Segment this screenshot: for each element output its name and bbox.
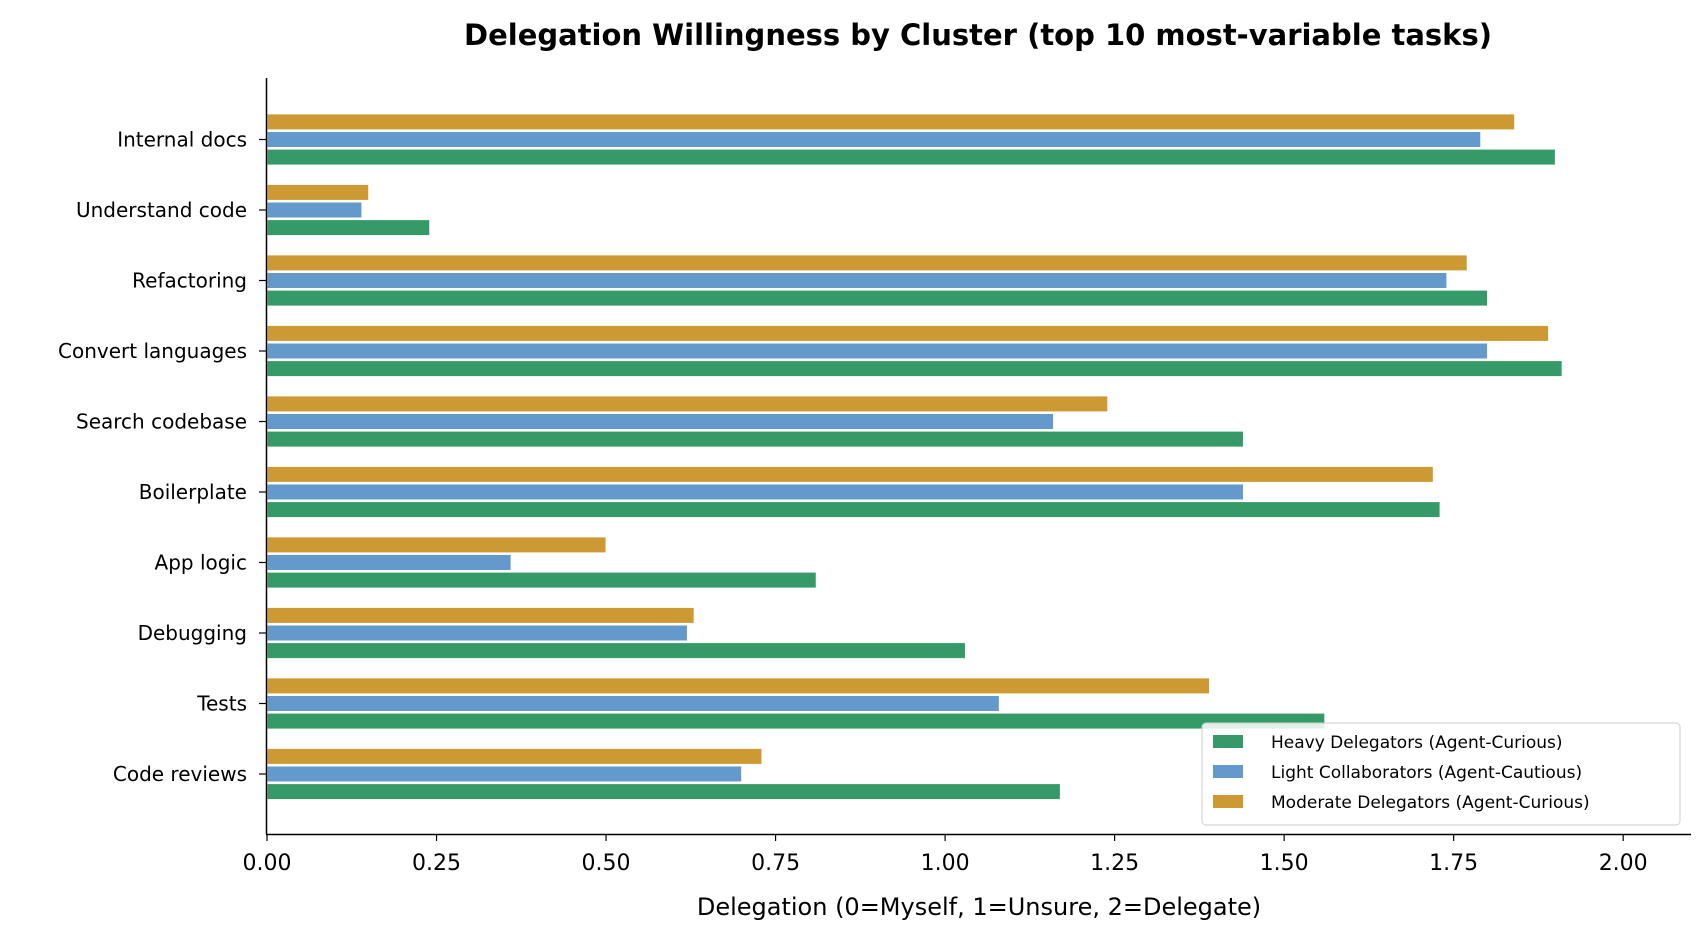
y-tick-label: Debugging: [138, 621, 247, 645]
legend-label: Moderate Delegators (Agent-Curious): [1271, 793, 1590, 813]
legend-box: [1201, 722, 1681, 826]
x-tick-label: 1.50: [1260, 851, 1309, 876]
y-tick-label: Refactoring: [132, 269, 247, 293]
bar-understand-code-series-0: [266, 219, 431, 237]
bar-convert-languages-series-1: [266, 342, 1489, 360]
y-tick-label: App logic: [155, 551, 247, 575]
x-tick-label: 1.00: [921, 851, 970, 876]
x-axis-ticks: 0.00 0.25 0.50 0.75 1.00 1.25 1.50 1.75 2.00: [243, 834, 1648, 876]
bar-refactoring-series-2: [266, 254, 1468, 272]
x-tick-label: 1.75: [1429, 851, 1478, 876]
legend-swatch: [1213, 735, 1243, 748]
bars: [266, 113, 1563, 801]
bar-search-codebase-series-2: [266, 395, 1109, 413]
y-axis-ticks: Internal docs Understand code Refactoring C…: [58, 128, 266, 786]
x-tick-label: 0.25: [412, 851, 461, 876]
y-tick-label: Tests: [196, 692, 247, 716]
bar-understand-code-series-2: [266, 183, 370, 201]
bar-tests-series-1: [266, 695, 1000, 712]
bar-app-logic-series-1: [266, 554, 512, 571]
bar-refactoring-series-1: [266, 272, 1448, 289]
legend: Heavy Delegators (Agent-Curious) Light Co…: [1201, 722, 1681, 826]
x-tick-label: 0.75: [751, 851, 800, 876]
bar-search-codebase-series-0: [266, 430, 1244, 448]
y-tick-label: Search codebase: [76, 410, 247, 434]
legend-label: Heavy Delegators (Agent-Curious): [1271, 733, 1563, 753]
bar-convert-languages-series-2: [266, 324, 1550, 342]
bar-internal-docs-series-2: [266, 113, 1516, 131]
bar-internal-docs-series-1: [266, 131, 1482, 148]
bar-refactoring-series-0: [266, 289, 1489, 307]
legend-swatch: [1213, 795, 1243, 808]
x-axis-label: Delegation (0=Myself, 1=Unsure, 2=Delega…: [697, 893, 1261, 921]
y-tick-label: Code reviews: [113, 762, 247, 786]
bar-understand-code-series-1: [266, 201, 363, 219]
bar-boilerplate-series-2: [266, 465, 1434, 483]
y-tick-label: Internal docs: [117, 128, 247, 152]
bar-debugging-series-1: [266, 624, 688, 642]
bar-convert-languages-series-0: [266, 360, 1563, 378]
bar-app-logic-series-0: [266, 571, 817, 589]
bar-debugging-series-0: [266, 642, 966, 660]
legend-label: Light Collaborators (Agent-Cautious): [1271, 763, 1582, 783]
x-tick-label: 1.25: [1090, 851, 1139, 876]
x-tick-label: 0.00: [243, 851, 292, 876]
y-tick-label: Boilerplate: [139, 480, 247, 504]
bar-boilerplate-series-0: [266, 501, 1441, 519]
bar-debugging-series-2: [266, 606, 695, 624]
bar-code-reviews-series-0: [266, 783, 1061, 801]
x-tick-label: 2.00: [1599, 851, 1648, 876]
x-tick-label: 0.50: [582, 851, 631, 876]
bar-tests-series-0: [266, 712, 1326, 730]
legend-swatch: [1213, 765, 1243, 778]
y-tick-label: Understand code: [76, 198, 247, 222]
chart-title: Delegation Willingness by Cluster (top 1…: [464, 18, 1492, 52]
bar-code-reviews-series-2: [266, 747, 763, 765]
bar-search-codebase-series-1: [266, 413, 1055, 430]
bar-boilerplate-series-1: [266, 483, 1244, 501]
y-tick-label: Convert languages: [58, 339, 247, 363]
bar-code-reviews-series-1: [266, 765, 743, 783]
bar-tests-series-2: [266, 677, 1211, 695]
bar-app-logic-series-2: [266, 536, 607, 554]
bar-internal-docs-series-0: [266, 148, 1556, 166]
